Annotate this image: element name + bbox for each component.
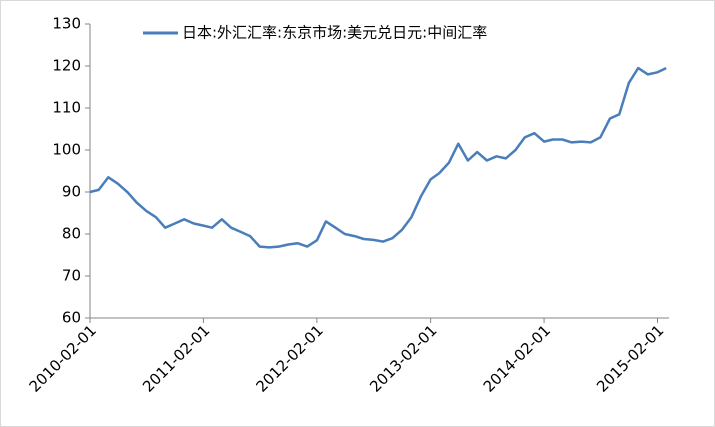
- y-tick-label: 70: [62, 267, 81, 285]
- y-tick-label: 100: [52, 141, 81, 159]
- y-tick-label: 60: [62, 309, 81, 327]
- y-tick-label: 120: [52, 57, 81, 75]
- y-tick-label: 90: [62, 183, 81, 201]
- y-tick-label: 130: [52, 15, 81, 33]
- series-line: [89, 66, 667, 249]
- legend-label: 日本:外汇汇率:东京市场:美元兑日元:中间汇率: [182, 24, 487, 42]
- y-tick-label: 110: [52, 99, 81, 117]
- y-tick-label: 80: [62, 225, 81, 243]
